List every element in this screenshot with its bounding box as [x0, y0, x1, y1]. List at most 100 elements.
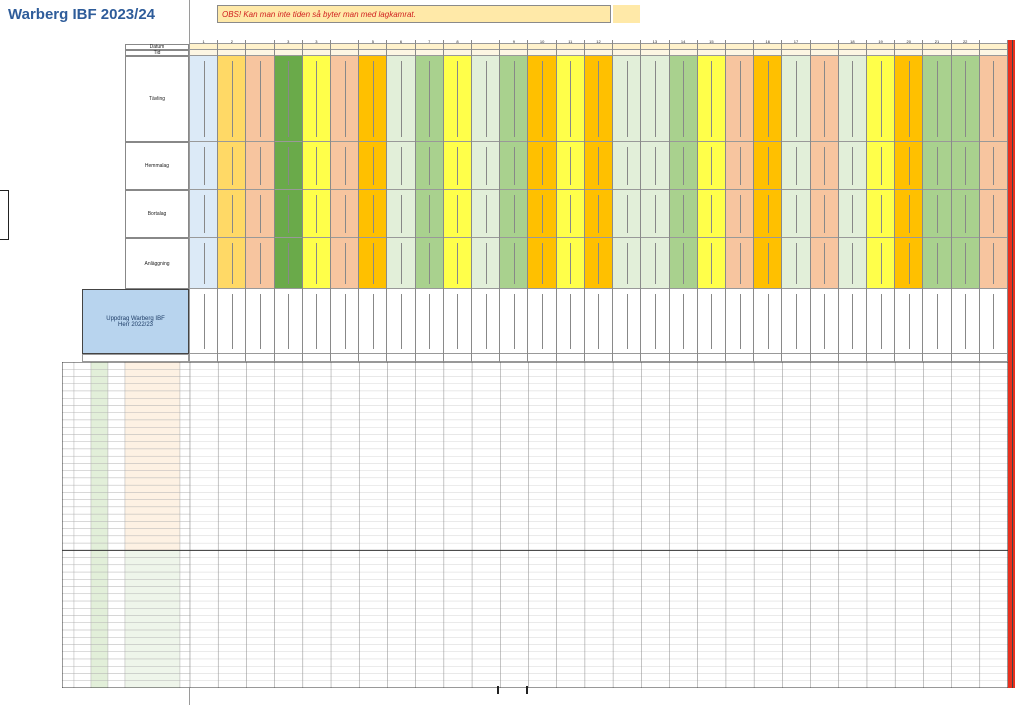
match-number: 13 — [641, 40, 669, 44]
match-detail-cell — [866, 56, 895, 142]
filter-cell — [190, 354, 218, 362]
roster-cell — [73, 600, 92, 609]
roster-cell — [62, 513, 75, 522]
roster-cell — [107, 550, 126, 558]
match-column: 12 — [584, 40, 614, 362]
match-column — [613, 40, 642, 362]
filter-cell — [246, 354, 274, 362]
match-detail-text — [569, 60, 572, 137]
roster-cell — [90, 405, 109, 413]
roster-cell — [73, 398, 92, 406]
match-number: 12 — [584, 40, 613, 44]
roster-cell — [90, 463, 109, 471]
roster-cell — [90, 448, 109, 457]
match-detail-cell — [979, 142, 1007, 190]
roster-cell — [124, 499, 181, 508]
match-detail-cell — [641, 142, 669, 190]
roster-cell — [179, 629, 191, 638]
roster-cell — [179, 398, 191, 406]
roster-cell — [90, 622, 109, 631]
roster-cell — [179, 434, 191, 442]
match-detail-text — [766, 242, 769, 284]
roster-cell — [90, 477, 109, 486]
filter-cell — [866, 354, 895, 362]
assignment-row — [189, 535, 1008, 544]
roster-cell — [62, 455, 75, 464]
roster-cell — [179, 550, 191, 558]
assignment-row — [189, 651, 1008, 660]
roster-cell — [73, 528, 92, 537]
match-date-cell — [669, 44, 697, 50]
roster-cell — [73, 680, 92, 688]
match-column: 14 — [669, 40, 698, 362]
match-detail-cell — [218, 289, 246, 354]
filter-cell — [669, 354, 697, 362]
roster-cell — [179, 499, 191, 508]
match-detail-text — [907, 146, 910, 185]
match-detail-text — [456, 242, 459, 284]
match-detail-text — [512, 60, 515, 137]
match-detail-cell — [754, 238, 782, 289]
match-number: 2 — [218, 40, 246, 44]
match-detail-text — [935, 242, 938, 284]
roster-cell — [179, 492, 191, 500]
roster-cell — [107, 673, 126, 681]
match-detail-cell — [641, 190, 669, 238]
match-date-cell — [246, 44, 274, 50]
assignment-row — [189, 448, 1008, 457]
match-date-cell — [613, 44, 641, 50]
roster-cell — [107, 419, 126, 428]
roster-cell — [62, 398, 75, 406]
filter-cell — [500, 354, 528, 362]
match-detail-text — [879, 194, 882, 233]
match-detail-cell — [584, 56, 613, 142]
roster-cell — [90, 535, 109, 544]
match-date-cell — [725, 44, 754, 50]
match-number: 10 — [528, 40, 556, 44]
match-column: 7 — [415, 40, 444, 362]
match-detail-cell — [331, 238, 359, 289]
match-detail-cell — [359, 142, 387, 190]
match-detail-text — [766, 146, 769, 185]
match-date-cell — [782, 44, 810, 50]
match-time-cell — [810, 50, 838, 56]
roster-cell — [179, 521, 191, 529]
roster-cell — [73, 608, 92, 616]
match-column — [246, 40, 275, 362]
roster-cell — [73, 463, 92, 471]
match-detail-cell — [866, 289, 895, 354]
match-time-cell — [190, 50, 218, 56]
filter-cell — [725, 354, 754, 362]
roster-cell — [90, 441, 109, 450]
roster-cell — [179, 383, 191, 392]
roster-cell — [124, 441, 181, 450]
match-time-cell — [754, 50, 782, 56]
roster-cell — [73, 441, 92, 450]
match-detail-cell — [415, 238, 443, 289]
match-detail-text — [400, 194, 403, 233]
match-detail-cell — [359, 56, 387, 142]
assignment-row — [189, 419, 1008, 428]
match-detail-cell — [443, 190, 472, 238]
match-detail-cell — [754, 190, 782, 238]
roster-cell — [73, 644, 92, 652]
match-detail-text — [287, 194, 290, 233]
roster-cell — [124, 528, 181, 537]
roster-cell — [90, 484, 109, 493]
match-detail-text — [851, 242, 854, 284]
roster-cell — [107, 571, 126, 580]
roster-cell — [90, 637, 109, 645]
filter-cell — [782, 354, 810, 362]
match-detail-cell — [810, 238, 838, 289]
roster-cell — [124, 651, 181, 660]
match-detail-cell — [725, 289, 754, 354]
roster-cell — [107, 412, 126, 421]
notice-banner-tail — [613, 5, 640, 23]
roster-cell — [124, 463, 181, 471]
match-detail-cell — [246, 289, 274, 354]
match-detail-cell — [556, 289, 584, 354]
roster-cell — [179, 441, 191, 450]
roster-cell — [62, 571, 75, 580]
roster-cell — [90, 383, 109, 392]
roster-cell — [73, 571, 92, 580]
